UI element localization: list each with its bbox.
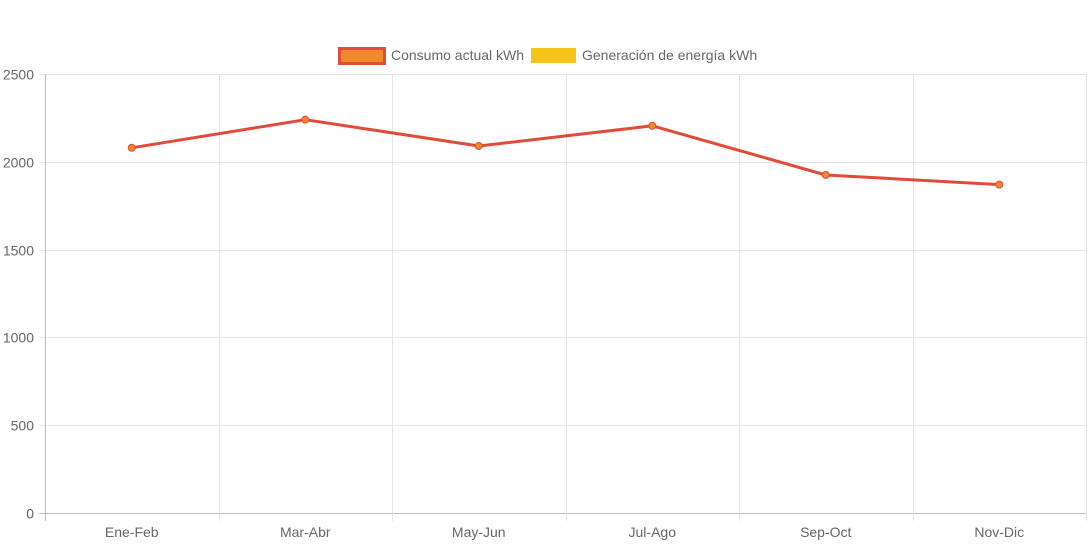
- legend-swatch-consumo: [338, 47, 386, 65]
- series-layer: [127, 115, 1004, 189]
- y-tick-label: 2500: [3, 67, 34, 83]
- data-point: [821, 170, 830, 179]
- x-tick-label: Jul-Ago: [629, 524, 677, 540]
- data-point: [127, 143, 136, 152]
- legend-label-generacion: Generación de energía kWh: [582, 47, 757, 63]
- x-tick-label: May-Jun: [452, 524, 506, 540]
- data-point: [648, 121, 657, 130]
- data-point: [474, 141, 483, 150]
- data-point: [301, 115, 310, 124]
- legend-item-consumo[interactable]: Consumo actual kWh: [338, 47, 525, 65]
- y-tick-label: 500: [11, 418, 35, 434]
- legend-item-generacion[interactable]: Generación de energía kWh: [531, 47, 757, 63]
- legend[interactable]: Consumo actual kWh Generación de energía…: [338, 47, 758, 65]
- data-point: [995, 180, 1004, 189]
- x-tick-label: Nov-Dic: [974, 524, 1024, 540]
- legend-label-consumo: Consumo actual kWh: [391, 47, 524, 63]
- legend-swatch-generacion: [531, 48, 576, 63]
- x-tick-label: Ene-Feb: [105, 524, 159, 540]
- axes: 0 500 1000 1500 2000 2500 Ene-Feb Mar-Abr May-Ju…: [3, 67, 1024, 541]
- y-tick-label: 1000: [3, 330, 34, 346]
- y-tick-label: 2000: [3, 155, 34, 171]
- x-tick-label: Mar-Abr: [280, 524, 331, 540]
- series-line-0: [130, 118, 1001, 187]
- x-tick-label: Sep-Oct: [800, 524, 851, 540]
- grid: [39, 74, 1087, 521]
- y-tick-label: 1500: [3, 243, 34, 259]
- y-tick-label: 0: [26, 506, 34, 522]
